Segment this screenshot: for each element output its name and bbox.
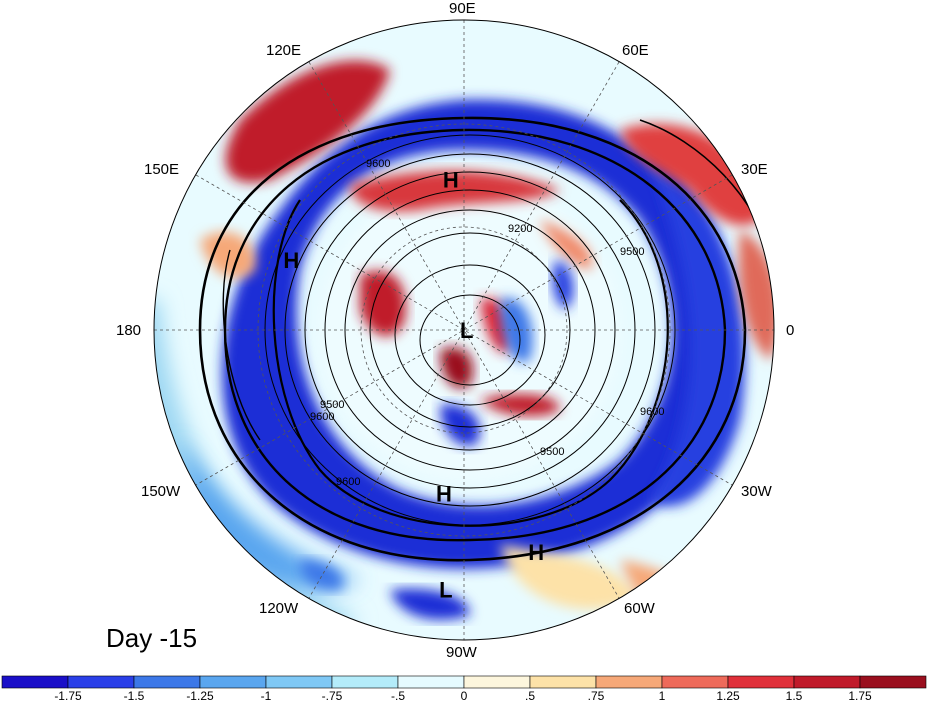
lon-label-150e: 150E [144, 161, 179, 178]
high-pressure-marker: H [443, 167, 459, 192]
colorbar-tick-label: .75 [588, 689, 605, 702]
colorbar-segment [529, 675, 597, 689]
colorbar-tick-label: -1.75 [54, 689, 82, 702]
lon-label-0: 0 [786, 322, 794, 339]
lon-label-150w: 150W [141, 483, 181, 500]
contour-label: 9500 [540, 446, 564, 458]
colorbar-tick-label: 1 [659, 689, 666, 702]
contour-label: 9500 [620, 246, 644, 258]
lon-label-90w: 90W [446, 644, 478, 661]
pressure-system-markers: H H L H H L [283, 167, 544, 602]
colorbar-segment [661, 675, 729, 689]
colorbar-tick-label: 1.75 [848, 689, 872, 702]
day-label: Day -15 [106, 623, 197, 653]
lon-label-120w: 120W [259, 600, 299, 617]
high-pressure-marker: H [283, 248, 299, 273]
low-pressure-marker: L [460, 318, 473, 343]
colorbar-segment [727, 675, 795, 689]
colorbar-tick-label: .5 [525, 689, 535, 702]
lon-label-30w: 30W [741, 483, 773, 500]
colorbar-segment [595, 675, 663, 689]
colorbar-tick-label: -.5 [391, 689, 405, 702]
lon-label-60e: 60E [622, 42, 649, 59]
colorbar-tick-label: -1.5 [124, 689, 145, 702]
lon-label-30e: 30E [741, 161, 768, 178]
colorbar-segment [463, 675, 531, 689]
colorbar-segment [331, 675, 399, 689]
map-boundary [153, 19, 775, 641]
graticule [154, 20, 774, 640]
colorbar-tick-label: 1.5 [786, 689, 803, 702]
high-pressure-marker: H [436, 482, 452, 507]
lon-label-180: 180 [116, 322, 141, 339]
contour-labels: 9600 9500 9200 9600 9500 9600 9600 9500 [310, 158, 664, 488]
colorbar-segment [199, 675, 267, 689]
anomaly-shading [154, 20, 774, 640]
colorbar-segment [397, 675, 465, 689]
colorbar-segment [793, 675, 861, 689]
colorbar-segment [265, 675, 333, 689]
colorbar-segment [1, 675, 69, 689]
colorbar-segment [859, 675, 927, 689]
contour-label: 9500 [320, 399, 344, 411]
colorbar-tick-label: -1 [261, 689, 272, 702]
contour-label: 9600 [366, 158, 390, 170]
low-pressure-marker: L [439, 578, 452, 603]
lon-label-60w: 60W [624, 600, 656, 617]
colorbar-segment [133, 675, 201, 689]
contour-label: 9600 [640, 406, 664, 418]
colorbar-tick-label: 1.25 [716, 689, 740, 702]
contour-label: 9200 [508, 223, 532, 235]
high-pressure-marker: H [528, 540, 544, 565]
lon-label-120e: 120E [266, 42, 301, 59]
colorbar-segment [67, 675, 135, 689]
lon-label-90e: 90E [449, 0, 476, 17]
colorbar-tick-label: -.75 [322, 689, 343, 702]
longitude-labels: 90E 60E 120E 150E 30E 180 0 150W 30W 120… [116, 0, 794, 661]
colorbar: -1.75 -1.5 -1.25 -1 -.75 -.5 0 .5 .75 1 1.25 1.5 1.7… [1, 675, 927, 702]
colorbar-tick-label: -1.25 [186, 689, 214, 702]
contour-label: 9600 [310, 411, 334, 423]
colorbar-tick-label: 0 [461, 689, 468, 702]
contour-label: 9600 [336, 476, 360, 488]
